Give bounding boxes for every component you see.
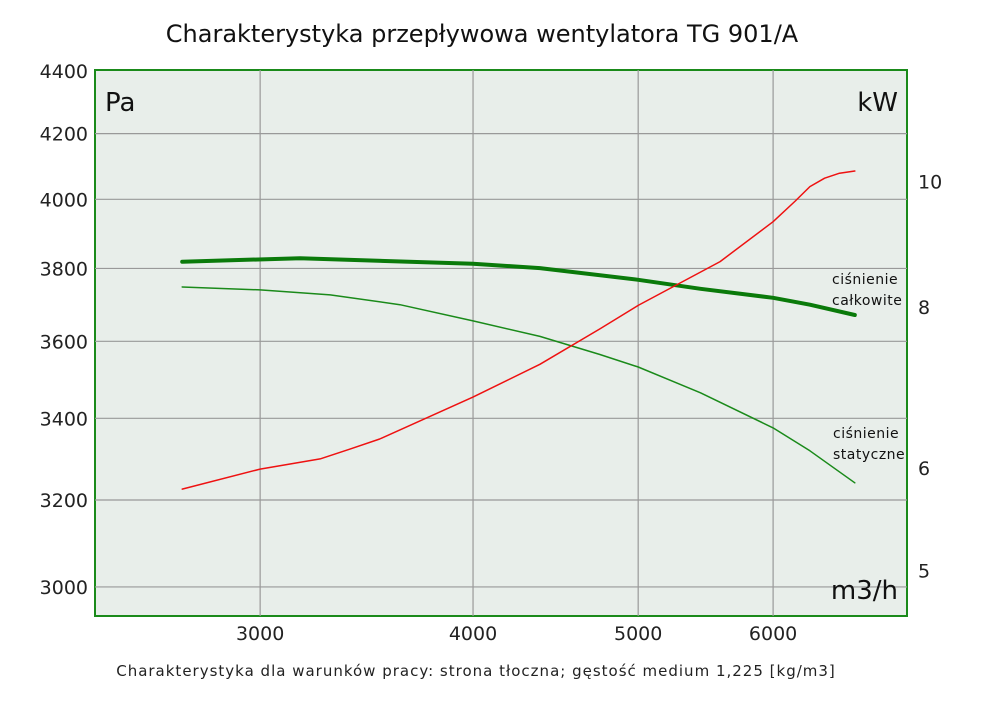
series-line-0 — [180, 256, 857, 317]
y-tick-label: 4000 — [40, 189, 88, 211]
y2-tick-label: 8 — [918, 297, 930, 319]
series-line-1 — [181, 286, 856, 484]
label-total-pressure-2: całkowite — [832, 293, 902, 309]
y-tick-label: 3800 — [40, 258, 88, 280]
x-tick-label: 5000 — [614, 623, 662, 645]
label-static-pressure-1: ciśnienie — [833, 426, 899, 442]
x-axis-unit: m3/h — [831, 576, 898, 606]
y-tick-label: 3200 — [40, 490, 88, 512]
grid — [95, 70, 907, 616]
chart-title: Charakterystyka przepływowa wentylatora … — [166, 20, 799, 48]
x-tick-label: 6000 — [749, 623, 797, 645]
x-tick-label: 4000 — [449, 623, 497, 645]
label-static-pressure-2: statyczne — [833, 447, 905, 463]
y-tick-label: 4200 — [40, 124, 88, 146]
y-tick-label: 3000 — [40, 577, 88, 599]
series-lines — [180, 170, 857, 490]
y2-tick-label: 5 — [918, 560, 930, 582]
y-tick-label: 3400 — [40, 408, 88, 430]
y2-axis-unit: kW — [857, 88, 898, 118]
footnote: Charakterystyka dla warunków pracy: stro… — [116, 662, 836, 680]
axis-ticks: 3000 4000 5000 6000 3000 3200 3400 3600 3800 4000… — [40, 61, 943, 645]
series-line-2 — [181, 170, 856, 490]
y2-tick-label: 6 — [918, 458, 930, 480]
y2-tick-label: 10 — [918, 172, 942, 194]
y-tick-label: 3600 — [40, 331, 88, 353]
y-axis-unit: Pa — [105, 88, 135, 118]
y-tick-label: 4400 — [40, 61, 88, 83]
x-tick-label: 3000 — [236, 623, 284, 645]
plot-area — [94, 69, 908, 617]
label-total-pressure-1: ciśnienie — [832, 272, 898, 288]
